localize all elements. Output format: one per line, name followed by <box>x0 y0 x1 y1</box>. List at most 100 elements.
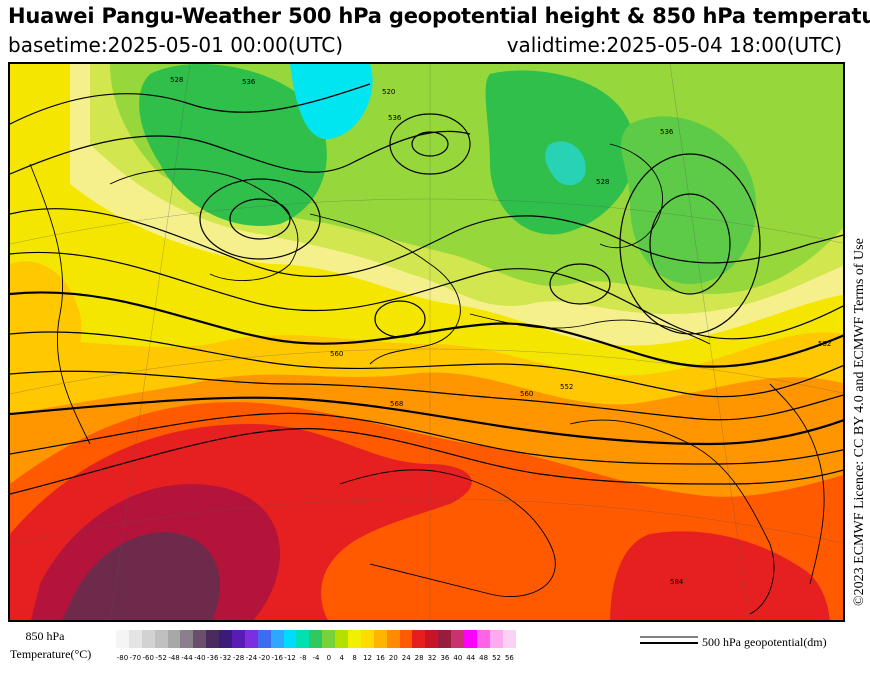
colorbar-tick-label: -16 <box>271 654 283 662</box>
colorbar-swatch <box>244 630 258 648</box>
colorbar-tick-label: -80 <box>116 654 129 662</box>
colorbar-swatch <box>128 630 142 648</box>
colorbar-tick-label: -32 <box>219 654 232 662</box>
colorbar-swatch <box>309 630 323 648</box>
contour-label: 560 <box>520 390 533 398</box>
colorbar-swatch <box>154 630 168 648</box>
colorbar-tick-label: -40 <box>194 654 206 662</box>
contour-key <box>640 636 698 644</box>
temp-cold-core-center <box>545 141 586 186</box>
low-center-mid <box>549 263 611 305</box>
colorbar-swatch <box>373 630 387 648</box>
contour-9 <box>10 412 843 465</box>
colorbar-tick-label: 16 <box>375 654 385 662</box>
contour-label: 520 <box>382 88 395 96</box>
legend-title: 850 hPa Temperature(°C) <box>10 627 91 663</box>
low-center-east-inner <box>649 193 731 295</box>
colorbar-swatch <box>296 630 310 648</box>
colorbar-swatch <box>451 630 465 648</box>
basetime-label: basetime:2025-05-01 00:00(UTC) <box>8 33 344 57</box>
low-center-north <box>389 113 471 175</box>
colorbar-swatch <box>348 630 361 648</box>
contour-label: 528 <box>170 76 183 84</box>
contour-6 <box>10 331 843 398</box>
colorbar-tick-label: 32 <box>427 654 437 662</box>
graticule-lat-1 <box>10 198 843 245</box>
colorbar-tick-label: 28 <box>414 654 424 662</box>
temp-cool-green-west <box>139 64 327 226</box>
colorbar-swatch <box>412 630 426 648</box>
graticule-lon-1 <box>110 64 191 620</box>
colorbar-swatch <box>386 630 400 648</box>
colorbar-tick-label: -12 <box>284 654 296 662</box>
colorbar-swatch <box>206 630 220 648</box>
contour-label: 568 <box>390 400 403 408</box>
colorbar-swatch <box>360 630 374 648</box>
contour-label: 536 <box>660 128 674 136</box>
colorbar-swatch <box>438 630 452 648</box>
colorbar-tick-label: -24 <box>245 654 258 662</box>
contour-7 <box>10 370 843 421</box>
contour-label: 552 <box>818 340 831 348</box>
colorbar-tick-label: -48 <box>168 654 180 662</box>
contour-10 <box>10 427 843 495</box>
temp-band-red-east <box>610 531 830 620</box>
colorbar-tick-label: 52 <box>492 654 502 662</box>
coastlines <box>29 143 825 615</box>
contour-label: 584 <box>670 578 684 586</box>
contour-label-group: 528 536 520 536 528 536 560 552 560 568 … <box>170 76 831 586</box>
colorbar-tick-label: 40 <box>453 654 463 662</box>
colorbar-tick-label: 24 <box>401 654 411 662</box>
colorbar-tick-label: 20 <box>388 654 398 662</box>
contour-label: 536 <box>388 114 402 122</box>
low-center-west-inner <box>229 198 291 240</box>
colorbar-swatch <box>489 630 503 648</box>
colorbar-tick-label: -70 <box>129 654 142 662</box>
graticule-lat-2 <box>10 348 843 395</box>
colorbar-swatch <box>141 630 155 648</box>
low-center-small <box>374 300 426 338</box>
contour-5 <box>10 291 843 368</box>
colorbar-tick-label: 0 <box>326 654 332 662</box>
colorbar-swatch <box>335 630 349 648</box>
coastline-b <box>309 213 461 365</box>
colorbar-tick-label: 12 <box>363 654 373 662</box>
coastline-d <box>569 419 775 615</box>
colorbar-swatch <box>502 630 516 648</box>
colorbar-swatch <box>476 630 490 648</box>
colorbar-swatch <box>232 630 245 648</box>
colorbar-swatch <box>180 630 194 648</box>
contour-2 <box>10 130 471 175</box>
colorbar-tick-label: 36 <box>440 654 450 662</box>
graticule-lon-3 <box>669 64 750 620</box>
graticule-lat-3 <box>10 498 843 545</box>
low-center-east <box>619 153 761 335</box>
low-center-west <box>199 178 321 260</box>
colorbar-swatch <box>193 630 207 648</box>
validtime-label: validtime:2025-05-04 18:00(UTC) <box>506 33 842 57</box>
contour-label: 536 <box>242 78 256 86</box>
colorbar-tick-label: -20 <box>258 654 271 662</box>
colorbar-tick-label: -8 <box>299 654 307 662</box>
colorbar-swatch <box>167 630 181 648</box>
coastline-h <box>599 143 663 249</box>
colorbar-swatch <box>425 630 439 648</box>
colorbar-swatch <box>283 630 297 648</box>
colorbar-tick-label: 8 <box>352 654 357 662</box>
contour-label: 560 <box>330 350 343 358</box>
colorbar-tick-label: -44 <box>181 654 193 662</box>
temp-cool-green-east <box>621 116 757 284</box>
colorbar-swatch <box>116 630 129 648</box>
map-canvas: 528 536 520 536 528 536 560 552 560 568 … <box>10 64 843 620</box>
colorbar-tick-label: 44 <box>466 654 476 662</box>
graticule <box>10 64 843 620</box>
contour-4 <box>10 251 843 340</box>
contour-label: 528 <box>596 178 609 186</box>
temperature-colorbar <box>116 630 516 648</box>
contour-label: 552 <box>560 383 573 391</box>
colorbar-tick-label: -60 <box>142 654 154 662</box>
colorbar-swatch <box>322 630 336 648</box>
colorbar-tick-label: -4 <box>312 654 320 662</box>
colorbar-swatch <box>464 630 477 648</box>
coastline-g <box>769 383 825 585</box>
